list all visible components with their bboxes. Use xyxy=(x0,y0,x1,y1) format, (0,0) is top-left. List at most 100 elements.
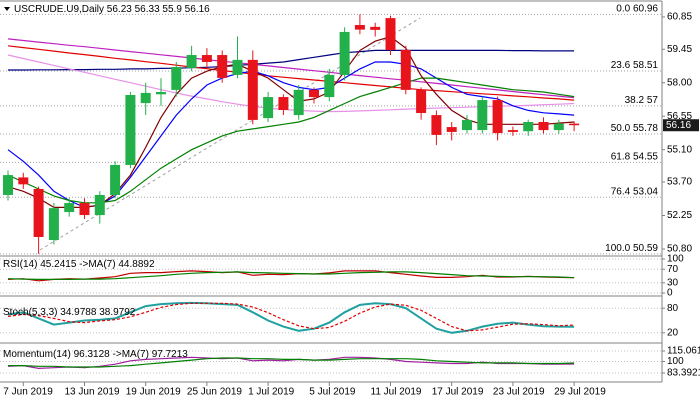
x-tick-label: 1 Jul 2019 xyxy=(248,387,295,398)
y-tick-label: 52.25 xyxy=(667,210,692,221)
candle-body xyxy=(33,188,44,237)
fib-price: 53.04 xyxy=(633,186,658,197)
candle-body xyxy=(324,74,335,98)
indicator-value: 34.9788 xyxy=(60,307,97,318)
y-tick-label: 80 xyxy=(667,303,679,314)
current-price-label: 56.16 xyxy=(666,120,691,131)
fib-ratio: 23.6 xyxy=(611,60,631,71)
candle-body xyxy=(553,123,564,131)
candle-body xyxy=(431,115,442,135)
fib-ratio: 38.2 xyxy=(625,94,645,105)
indicator-value: 38.9792 xyxy=(99,307,136,318)
indicator-line xyxy=(7,301,575,334)
candle-body xyxy=(400,49,411,90)
indicator-value: 45.2415 xyxy=(40,259,77,270)
header-high: 56.33 xyxy=(135,4,160,15)
y-tick-label: 30 xyxy=(667,277,679,288)
indicator-line xyxy=(7,271,575,280)
x-tick-label: 13 Jun 2019 xyxy=(65,387,120,398)
candle-body xyxy=(64,203,75,213)
fib-ratio: 76.4 xyxy=(611,186,631,197)
y-tick-label: 58.00 xyxy=(667,77,692,88)
candle-body xyxy=(186,55,197,68)
fib-ratio: 100.0 xyxy=(605,242,630,253)
indicator-line xyxy=(8,357,575,368)
candle-body xyxy=(140,92,151,104)
collapse-icon xyxy=(4,7,10,11)
candle-body xyxy=(247,59,258,120)
y-tick-label: 53.70 xyxy=(667,177,692,188)
indicator-name: Momentum(14) xyxy=(3,349,71,360)
candle-body xyxy=(3,175,13,195)
y-tick-label: 60.85 xyxy=(667,12,692,23)
fib-label: 0.0 60.96 xyxy=(616,3,658,14)
y-tick-label: 83.3921 xyxy=(667,368,700,379)
x-tick-label: 23 Jul 2019 xyxy=(493,387,545,398)
candle-body xyxy=(416,89,427,113)
candle-body xyxy=(201,55,212,62)
y-tick-label: 70 xyxy=(667,264,679,275)
indicator-line xyxy=(7,38,575,99)
fib-price: 58.51 xyxy=(633,60,658,71)
candle-body xyxy=(232,59,243,75)
y-tick-label: 115.0618 xyxy=(667,346,700,357)
candle-body xyxy=(569,123,580,126)
indicator-line xyxy=(7,302,575,332)
candle-body xyxy=(94,194,105,216)
candle-body xyxy=(18,177,29,185)
y-tick-label: 56.55 xyxy=(667,111,692,122)
x-tick-label: 5 Jul 2019 xyxy=(309,387,356,398)
candle-body xyxy=(538,121,549,131)
header-close: 56.16 xyxy=(185,4,210,15)
y-tick-label: 100 xyxy=(667,356,684,367)
fib-ratio: 61.8 xyxy=(611,151,631,162)
fib-price: 54.55 xyxy=(633,151,658,162)
candle-body xyxy=(507,130,518,132)
candle-body xyxy=(278,97,289,110)
indicator-line xyxy=(8,49,575,71)
fib-price: 57 xyxy=(647,94,659,105)
indicator-name: ->MA(7) xyxy=(79,259,115,270)
x-tick-label: 29 Jul 2019 xyxy=(554,387,606,398)
header-low: 55.9 xyxy=(162,4,182,15)
indicator-header: Momentum(14) 96.3128 ->MA(7) 97.7213 xyxy=(3,349,188,360)
candle-body xyxy=(492,100,503,134)
candle-body xyxy=(79,203,90,216)
fib-label: 76.4 53.04 xyxy=(611,186,659,197)
fib-ratio: 0.0 xyxy=(616,3,630,14)
y-tick-label: 0 xyxy=(667,288,673,299)
indicator-value: 44.8892 xyxy=(118,259,155,270)
chart-header: USCRUDE.U9,Daily 56.23 56.33 55.9 56.16 xyxy=(14,4,210,15)
x-tick-label: 7 Jun 2019 xyxy=(3,387,53,398)
current-price-box xyxy=(663,119,699,132)
chart-title: USCRUDE.U9,Daily xyxy=(14,4,104,15)
fib-label: 50.0 55.78 xyxy=(611,123,659,134)
indicator-header: Stoch(5,3,3) 34.9788 38.9792 xyxy=(3,307,136,318)
candle-body xyxy=(354,25,365,30)
x-tick-label: 25 Jun 2019 xyxy=(187,387,242,398)
fib-label: 100.0 50.59 xyxy=(605,242,658,253)
candle-body xyxy=(477,100,488,131)
candle-body xyxy=(263,97,274,119)
candle-body xyxy=(370,26,381,30)
x-tick-label: 11 Jul 2019 xyxy=(371,387,422,398)
fib-label: 38.2 57 xyxy=(625,94,659,105)
candle-body xyxy=(523,121,534,132)
candle-body xyxy=(339,31,350,75)
candle-body xyxy=(462,119,472,131)
candle-body xyxy=(293,89,304,116)
fib-label: 61.8 54.55 xyxy=(611,151,659,162)
fib-ratio: 50.0 xyxy=(611,123,631,134)
candle-body xyxy=(446,127,457,132)
header-open: 56.23 xyxy=(107,4,132,15)
candle-body xyxy=(156,91,166,95)
x-tick-label: 19 Jun 2019 xyxy=(126,387,181,398)
fib-price: 60.96 xyxy=(633,3,658,14)
candle-body xyxy=(125,94,136,165)
y-tick-label: 55.10 xyxy=(667,144,692,155)
x-tick-label: 17 Jul 2019 xyxy=(432,387,484,398)
candle-body xyxy=(309,89,319,98)
indicator-value: 96.3128 xyxy=(74,349,111,360)
